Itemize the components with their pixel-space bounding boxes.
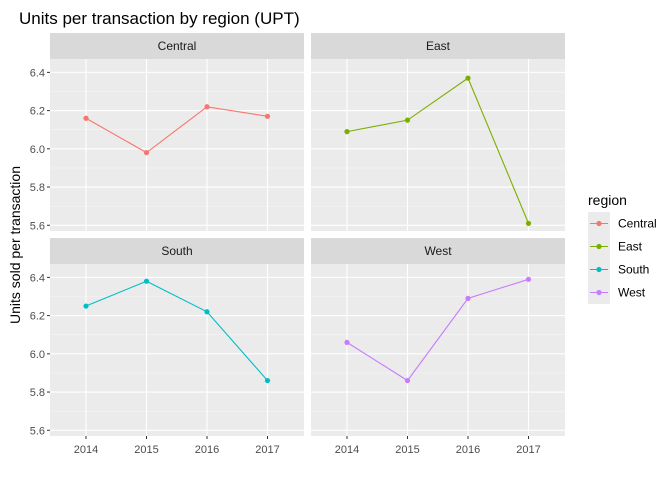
x-tick-label: 2016: [456, 444, 480, 456]
legend-item-south: South: [588, 258, 649, 281]
data-point: [344, 129, 350, 135]
x-tick-label: 2016: [195, 444, 219, 456]
panel-background: [50, 264, 304, 436]
data-point: [83, 115, 89, 121]
data-point: [344, 339, 350, 345]
legend-item-east: East: [588, 235, 643, 258]
facet-strip: [50, 238, 304, 264]
panel-background: [311, 264, 565, 436]
x-tick-label: 2015: [395, 444, 419, 456]
data-point: [264, 377, 271, 384]
x-tick-label: 2017: [255, 444, 279, 456]
y-tick-label: 6.0: [30, 349, 45, 361]
facet-strip-label: East: [426, 39, 451, 53]
legend-title: region: [588, 192, 627, 208]
panel-background: [50, 59, 304, 231]
data-point: [465, 295, 471, 301]
data-point: [404, 117, 411, 123]
legend-item-central: Central: [588, 212, 657, 235]
facet-strip-label: West: [424, 244, 452, 258]
y-tick-label: 6.2: [30, 311, 45, 323]
y-tick-label: 6.0: [30, 144, 45, 156]
x-tick-label: 2014: [74, 444, 98, 456]
data-point: [404, 377, 411, 384]
facet-strip: [311, 33, 565, 59]
series-line-south: [85, 280, 268, 381]
gridlines: [311, 264, 565, 436]
facet-panel-south: South 5.6 5.8 6.0 6.2 6.4 2014 2015 2016 2017: [30, 238, 304, 456]
data-point: [143, 278, 150, 284]
facet-strip-label: Central: [158, 39, 197, 53]
facet-strip-label: South: [161, 244, 192, 258]
facet-panels: Central 5.6 5.8 6.0 6.2 6.4 East South 5.6 5.8 6.0…: [30, 33, 565, 456]
facet-panel-west: West 2014 2015 2016 2017: [311, 238, 565, 456]
data-point: [465, 75, 471, 81]
facet-panel-central: Central 5.6 5.8 6.0 6.2 6.4: [30, 33, 304, 232]
legend-label: West: [618, 286, 646, 300]
y-tick-label: 5.8: [30, 182, 45, 194]
y-tick-label: 5.6: [30, 425, 45, 437]
legend-point: [596, 266, 602, 273]
series-line-east: [346, 77, 530, 224]
legend-label: East: [618, 240, 643, 254]
data-point: [83, 303, 89, 309]
y-axis-label: Units sold per transaction: [7, 166, 23, 324]
facet-panel-east: East: [311, 33, 565, 231]
legend-label: Central: [618, 217, 657, 231]
legend-point: [596, 289, 602, 296]
data-point: [525, 276, 532, 282]
data-point: [525, 220, 532, 226]
data-point: [264, 113, 271, 119]
legend-point: [596, 243, 602, 250]
y-tick-label: 6.4: [30, 67, 45, 79]
legend-label: South: [618, 263, 649, 277]
legend-item-west: West: [588, 281, 646, 304]
x-tick-label: 2015: [134, 444, 158, 456]
series-line-west: [346, 278, 529, 382]
x-tick-label: 2017: [516, 444, 540, 456]
x-tick-label: 2014: [335, 444, 359, 456]
gridlines: [311, 59, 565, 231]
gridlines: [50, 264, 304, 436]
series-line-central: [85, 106, 268, 154]
data-point: [204, 309, 210, 315]
y-tick-label: 5.6: [30, 220, 45, 232]
data-point: [143, 150, 150, 156]
y-tick-label: 5.8: [30, 387, 45, 399]
y-tick-label: 6.2: [30, 106, 45, 118]
data-point: [204, 104, 210, 110]
legend: region Central East South West: [588, 192, 657, 304]
chart-title: Units per transaction by region (UPT): [19, 9, 300, 28]
legend-point: [596, 220, 602, 227]
y-tick-label: 6.4: [30, 272, 45, 284]
panel-background: [311, 59, 565, 231]
facet-strip: [50, 33, 304, 59]
facet-strip: [311, 238, 565, 264]
